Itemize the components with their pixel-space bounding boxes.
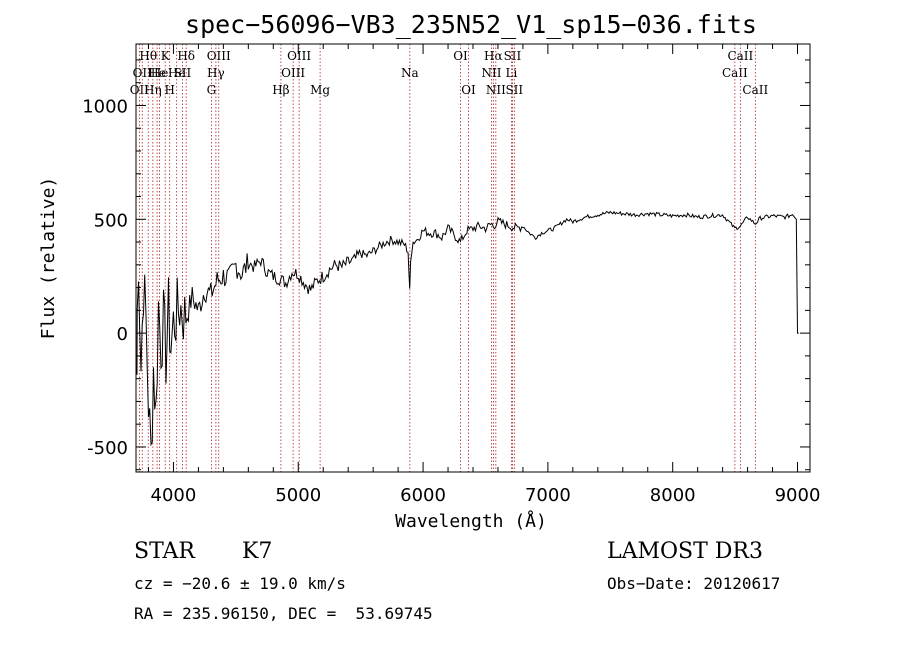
line-label-3: Hη <box>144 83 162 97</box>
line-label-25: SII <box>504 49 522 63</box>
line-label-9: SII <box>174 66 192 80</box>
spectrum-line <box>136 210 799 447</box>
x-tick-label-0: 4000 <box>151 485 197 506</box>
obs-date: Obs−Date: 20120617 <box>607 574 781 593</box>
x-axis-label: Wavelength (Å) <box>395 510 547 532</box>
y-tick-label-3: 1000 <box>82 96 128 117</box>
survey-name: LAMOST DR3 <box>607 539 763 564</box>
line-label-13: OIII <box>207 49 231 63</box>
line-label-0: OII <box>130 83 150 97</box>
y-tick-label-1: 0 <box>117 324 128 345</box>
x-tick-label-3: 7000 <box>525 485 571 506</box>
line-label-16: OIII <box>287 49 311 63</box>
y-tick-label-0: -500 <box>87 438 128 459</box>
line-label-24: Li <box>506 66 518 80</box>
redshift-text: cz = −20.6 ± 19.0 km/s <box>134 574 346 593</box>
x-tick-label-4: 8000 <box>650 485 696 506</box>
line-label-28: CaII <box>727 49 753 63</box>
y-tick-label-2: 500 <box>94 210 128 231</box>
line-label-8: He <box>168 66 186 80</box>
x-tick-label-5: 9000 <box>775 485 821 506</box>
line-markers: OIIOIIHθHηHeHeKHHeSIIHδGHγOIIIHβOIIIOIII… <box>130 44 768 472</box>
plot-frame <box>135 43 811 473</box>
object-class: STAR <box>134 539 195 564</box>
line-label-12: Hγ <box>207 66 225 80</box>
line-label-23: NII <box>486 83 506 97</box>
line-label-29: CaII <box>742 83 768 97</box>
line-label-6: K <box>161 49 171 63</box>
line-label-27: CaII <box>722 66 748 80</box>
line-label-1: OII <box>133 66 153 80</box>
line-label-14: Hβ <box>272 83 289 97</box>
line-label-11: G <box>207 83 217 97</box>
line-label-15: OIII <box>281 66 305 80</box>
x-tick-label-2: 6000 <box>400 485 446 506</box>
line-label-10: Hδ <box>177 49 195 63</box>
line-label-17: Mg <box>310 83 330 97</box>
line-label-26: SII <box>505 83 523 97</box>
line-label-20: OI <box>461 83 476 97</box>
chart-title: spec−56096−VB3_235N52_V1_sp15−036.fits <box>185 10 757 39</box>
x-tick-label-1: 5000 <box>275 485 321 506</box>
object-subclass: K7 <box>242 539 273 564</box>
line-label-18: Na <box>401 66 419 80</box>
y-axis-label: Flux (relative) <box>38 177 59 340</box>
line-label-4: He <box>148 66 166 80</box>
line-label-2: Hθ <box>139 49 157 63</box>
axis-ticks: 4000 5000 6000 7000 8000 9000 -500 0 500 1000 <box>82 44 820 506</box>
line-label-22: Hα <box>484 49 503 63</box>
line-label-19: OI <box>453 49 468 63</box>
line-label-5: He <box>151 66 169 80</box>
line-label-7: H <box>164 83 174 97</box>
line-label-21: NII <box>481 66 501 80</box>
coordinates: RA = 235.96150, DEC = 53.69745 <box>134 604 433 623</box>
